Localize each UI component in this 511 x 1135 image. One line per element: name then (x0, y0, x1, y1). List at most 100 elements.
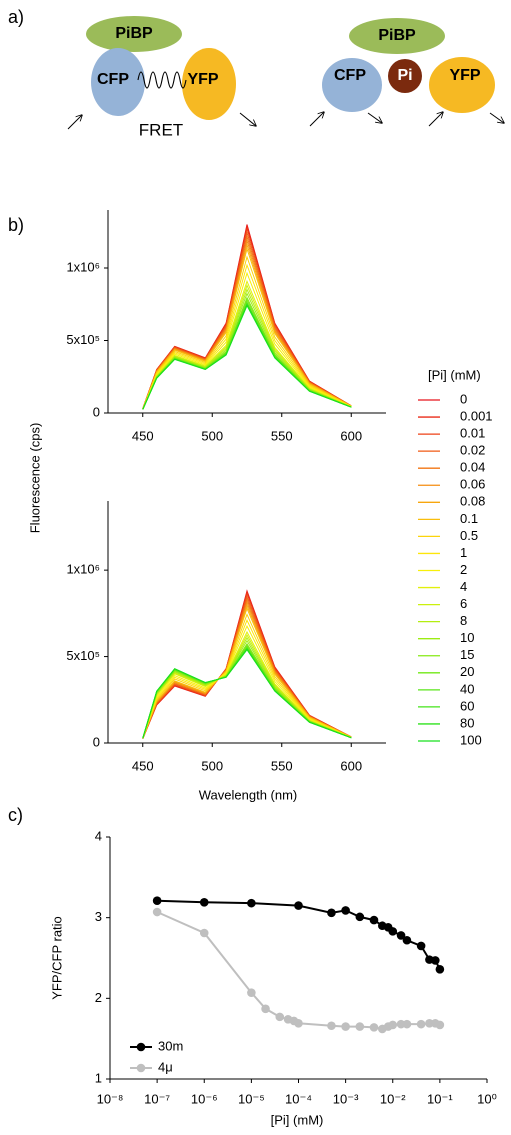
data-point (341, 906, 350, 915)
series-line (142, 247, 352, 410)
x-tick-label: 10⁻⁸ (97, 1091, 124, 1106)
data-point (369, 1023, 379, 1032)
data-point (388, 927, 398, 936)
legend-label: 0.06 (460, 477, 485, 492)
x-tick-label: 500 (201, 428, 223, 443)
data-point (275, 1012, 285, 1022)
legend-label: 4 (460, 579, 467, 594)
x-tick-label: 10⁻⁷ (144, 1091, 170, 1106)
x-tick-label: 10⁻¹ (427, 1091, 453, 1106)
y-tick-label: 5x10⁵ (66, 332, 100, 347)
data-point (261, 1004, 270, 1014)
legend-label: 6 (460, 596, 467, 611)
fret-label: FRET (139, 120, 183, 139)
pi-label: Pi (397, 67, 412, 84)
legend-label: 0.001 (460, 408, 493, 423)
x-tick-label: 500 (201, 758, 223, 773)
legend-label: 8 (460, 613, 467, 628)
panel-label: c) (8, 805, 23, 825)
legend-label: 4μ (158, 1059, 173, 1074)
cfp-label: CFP (97, 71, 129, 88)
legend-marker (136, 1063, 146, 1073)
x-tick-label: 10⁻³ (333, 1091, 359, 1106)
arrow (428, 112, 443, 127)
x-tick-label: 450 (132, 758, 154, 773)
legend-label: 80 (460, 715, 474, 730)
series-line (142, 271, 352, 410)
data-point (416, 941, 426, 951)
x-tick-label: 550 (271, 758, 293, 773)
x-tick-label: 600 (340, 428, 362, 443)
series-line (142, 242, 352, 409)
y-tick-label: 0 (93, 734, 100, 749)
y-tick-label: 3 (95, 909, 102, 924)
legend-label: 2 (460, 562, 467, 577)
series-line (142, 589, 352, 739)
data-point (396, 1019, 406, 1029)
data-point (355, 1022, 365, 1031)
x-tick-label: 10⁻⁶ (191, 1091, 218, 1106)
panel-label: a) (8, 7, 24, 27)
series-line (142, 648, 352, 739)
data-point (431, 956, 440, 965)
data-point (294, 1019, 303, 1028)
arrow (367, 112, 382, 123)
yfp-shape (182, 48, 236, 120)
legend-label: 0.5 (460, 528, 478, 543)
x-axis-label: Wavelength (nm) (199, 787, 298, 802)
panel-label: b) (8, 215, 24, 235)
y-tick-label: 0 (93, 404, 100, 419)
x-tick-label: 600 (340, 758, 362, 773)
data-point (327, 908, 336, 918)
legend-label: 15 (460, 647, 474, 662)
y-tick-label: 1x10⁶ (66, 562, 100, 577)
series-line (142, 224, 352, 409)
pibp-shape (86, 16, 182, 52)
data-point (402, 935, 412, 945)
cfp-label: CFP (334, 67, 366, 84)
y-tick-label: 2 (95, 990, 102, 1005)
x-tick-label: 550 (271, 428, 293, 443)
series-line (142, 263, 352, 410)
y-tick-label: 1 (95, 1070, 102, 1085)
series-line (142, 230, 352, 409)
x-axis-label: [Pi] (mM) (271, 1112, 324, 1127)
data-point (327, 1021, 336, 1031)
yfp-label: YFP (187, 71, 218, 88)
diagram-right: PiBP CFP Pi YFP (309, 18, 504, 127)
arrow (67, 115, 82, 130)
cfp-shape (322, 58, 382, 112)
series-line (142, 595, 352, 739)
spring (137, 71, 187, 89)
series-line (142, 228, 352, 409)
data-point (388, 1020, 398, 1030)
data-point (199, 928, 209, 938)
x-tick-label: 10⁻⁴ (285, 1091, 312, 1106)
legend-label: 30m (158, 1038, 183, 1053)
data-point (152, 907, 162, 917)
pibp-shape (349, 18, 445, 54)
legend-title: [Pi] (mM) (428, 367, 481, 382)
data-point (247, 898, 256, 908)
x-tick-label: 450 (132, 428, 154, 443)
legend-label: 100 (460, 732, 482, 747)
data-point (396, 931, 406, 940)
data-point (416, 1019, 426, 1029)
arrow (489, 112, 504, 123)
arrow (309, 112, 324, 127)
data-point (341, 1022, 350, 1031)
data-point (152, 896, 162, 906)
series-line (156, 911, 441, 1031)
arrow (239, 112, 256, 126)
legend-label: 0.01 (460, 426, 485, 441)
legend-label: 0.04 (460, 460, 485, 475)
data-point (355, 912, 365, 922)
legend-label: 60 (460, 698, 474, 713)
data-point (425, 1019, 434, 1028)
cfp-shape (91, 48, 145, 116)
pi-shape (388, 59, 422, 93)
pibp-label: PiBP (378, 27, 416, 44)
y-axis-label: Fluorescence (cps) (27, 423, 42, 534)
